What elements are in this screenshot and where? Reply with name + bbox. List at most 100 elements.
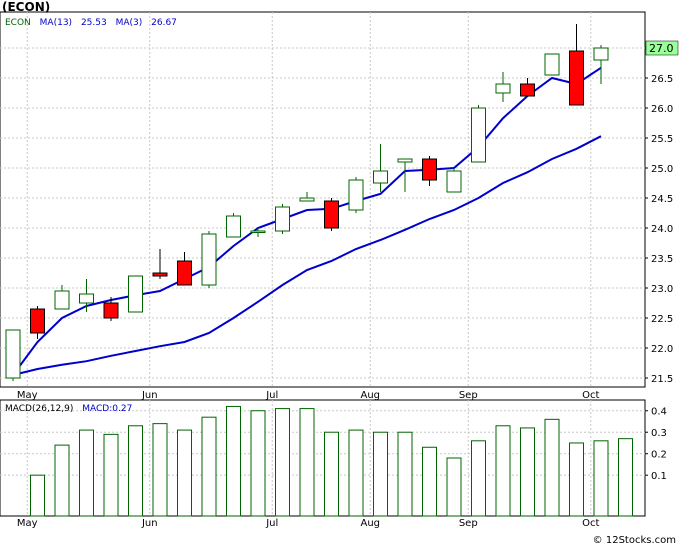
macd-y-tick-label: 0.2 bbox=[651, 450, 667, 461]
price-grid bbox=[0, 12, 645, 387]
month-label: Sep bbox=[459, 390, 478, 401]
candle bbox=[544, 53, 560, 76]
candle bbox=[520, 78, 535, 97]
candle-body-up bbox=[201, 233, 217, 286]
month-label: Jun bbox=[141, 518, 158, 529]
macd-bar bbox=[422, 446, 437, 517]
month-label: Jul bbox=[265, 518, 278, 529]
candle bbox=[495, 72, 511, 102]
candle-body-up bbox=[275, 206, 290, 232]
macd-bar bbox=[79, 429, 94, 517]
candle bbox=[299, 192, 315, 202]
candle-body-down bbox=[324, 200, 339, 229]
candle bbox=[152, 249, 168, 279]
candle-body-up bbox=[348, 179, 364, 211]
legend-ma3-label: MA(3) bbox=[116, 18, 143, 28]
macd-bar bbox=[30, 474, 45, 517]
month-label: May bbox=[17, 390, 38, 401]
month-label: Aug bbox=[360, 518, 380, 529]
macd-bar bbox=[348, 429, 364, 517]
macd-bar bbox=[128, 425, 143, 517]
candle bbox=[30, 306, 45, 339]
macd-bar bbox=[324, 431, 339, 517]
price-panel-frame bbox=[0, 11, 646, 388]
ma13-line bbox=[12, 135, 602, 376]
macd-y-tick-label: 0.1 bbox=[651, 471, 667, 482]
macd-bar bbox=[593, 440, 609, 517]
candle-body-up bbox=[128, 275, 143, 313]
macd-bar bbox=[299, 408, 315, 517]
candle-body-up bbox=[471, 107, 486, 163]
candlestick-series bbox=[5, 24, 609, 381]
macd-bar bbox=[152, 423, 168, 517]
macd-y-tick-label: 0.4 bbox=[651, 407, 667, 418]
macd-bar bbox=[397, 431, 413, 517]
price-y-axis: 21.5 22.0 22.5 23.0 23.5 24.0 24.5 25.0 25.5 26.0… bbox=[645, 44, 673, 385]
macd-panel: 0.1 0.2 0.3 0.4 MACD(26,12,9) MACD:0.27 bbox=[0, 399, 667, 517]
candle bbox=[177, 252, 192, 286]
candle-body-up bbox=[250, 230, 266, 233]
price-legend: ECON MA(13) 25.53 MA(3) 26.67 bbox=[5, 18, 177, 28]
month-label: May bbox=[17, 518, 38, 529]
candle-body-up bbox=[5, 329, 21, 379]
price-x-axis: May Jun Jul Aug Sep Oct bbox=[17, 390, 600, 401]
candle bbox=[79, 279, 94, 312]
last-price-box bbox=[645, 40, 679, 56]
candle-body-up bbox=[373, 170, 388, 184]
candle-body-down bbox=[422, 158, 437, 181]
macd-bar bbox=[471, 440, 486, 517]
macd-y-axis: 0.1 0.2 0.3 0.4 bbox=[645, 407, 667, 482]
candle bbox=[422, 156, 437, 186]
footer-credit: © 12Stocks.com bbox=[592, 535, 676, 546]
macd-bar-series bbox=[30, 405, 633, 517]
candle-body-up bbox=[226, 215, 241, 238]
macd-bar bbox=[250, 410, 266, 517]
candle bbox=[250, 228, 266, 237]
legend-symbol: ECON bbox=[5, 18, 31, 28]
ma13-line-layer bbox=[12, 135, 602, 376]
macd-bar bbox=[618, 438, 633, 517]
macd-legend: MACD(26,12,9) MACD:0.27 bbox=[5, 404, 132, 414]
candle bbox=[275, 204, 290, 234]
macd-x-axis: May Jun Jul Aug Sep Oct bbox=[17, 518, 600, 529]
candle bbox=[471, 105, 486, 163]
macd-bar bbox=[226, 405, 241, 517]
last-price-label: 27.0 bbox=[649, 42, 674, 55]
candle bbox=[397, 158, 413, 192]
macd-bar bbox=[520, 427, 535, 517]
candle-body-up bbox=[397, 158, 413, 163]
macd-bar bbox=[446, 457, 462, 517]
macd-bar bbox=[544, 418, 560, 517]
candle bbox=[324, 198, 339, 231]
price-y-tick-label: 25.0 bbox=[651, 164, 673, 175]
candle bbox=[201, 231, 217, 288]
macd-bar bbox=[275, 408, 290, 517]
macd-grid bbox=[0, 400, 645, 516]
price-y-tick-label: 23.0 bbox=[651, 284, 673, 295]
price-y-tick-label: 26.0 bbox=[651, 104, 673, 115]
macd-legend-value: 0.27 bbox=[112, 404, 132, 414]
macd-bar bbox=[54, 444, 70, 517]
last-price-marker: 27.0 bbox=[645, 40, 679, 56]
candle-body-down bbox=[569, 50, 584, 106]
candle bbox=[54, 285, 70, 310]
candle bbox=[128, 275, 143, 313]
candle bbox=[373, 144, 388, 192]
candle-body-up bbox=[495, 83, 511, 94]
candle bbox=[348, 177, 364, 213]
month-label: Jul bbox=[265, 390, 278, 401]
chart-title: (ECON) bbox=[2, 0, 51, 14]
candle-body-up bbox=[299, 197, 315, 202]
price-y-tick-label: 25.5 bbox=[651, 134, 673, 145]
month-label: Jun bbox=[141, 390, 158, 401]
macd-legend-sep: : bbox=[109, 404, 112, 414]
candle-body-up bbox=[54, 290, 70, 310]
macd-legend-label: MACD(26,12,9) bbox=[5, 404, 73, 414]
candle bbox=[103, 297, 119, 321]
macd-bar bbox=[177, 429, 192, 517]
legend-ma13-value: 25.53 bbox=[81, 18, 107, 28]
candle bbox=[593, 45, 609, 84]
candle-body-down bbox=[177, 260, 192, 286]
price-y-tick-label: 22.0 bbox=[651, 344, 673, 355]
